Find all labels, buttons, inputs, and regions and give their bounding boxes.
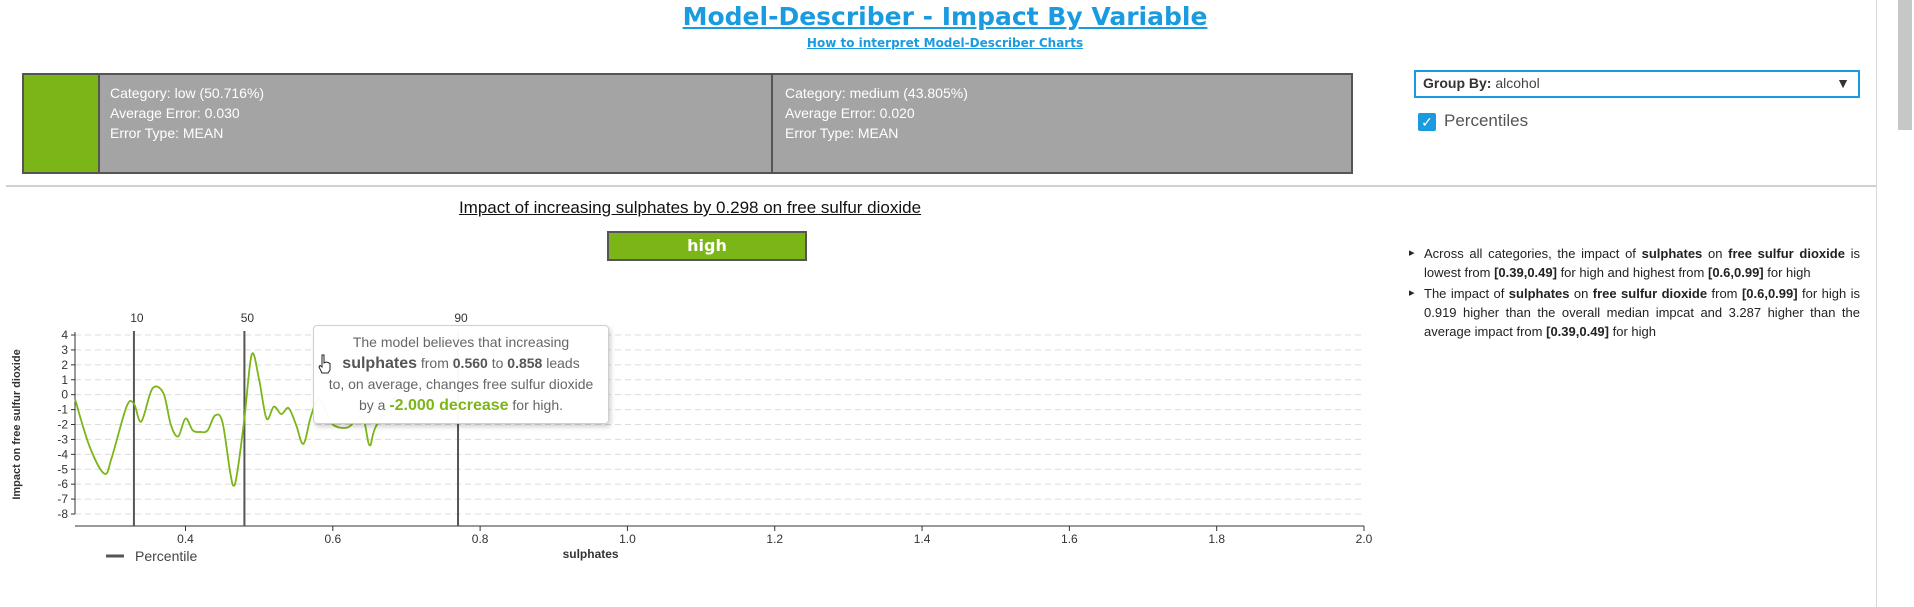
group-by-value: alcohol xyxy=(1495,75,1540,91)
insight-emphasis: free sulfur dioxide xyxy=(1728,246,1845,261)
insight-text: is lowest from xyxy=(1424,246,1861,280)
page-title[interactable]: Model-Describer - Impact By Variable xyxy=(682,2,1208,31)
insight-emphasis: free sulfur dioxide xyxy=(1592,286,1708,301)
category-medium-panel[interactable]: Category: medium (43.805%) Average Error… xyxy=(775,75,1353,172)
category-low-panel[interactable]: Category: low (50.716%) Average Error: 0… xyxy=(100,75,773,172)
insight-text: Across all categories, the impact of xyxy=(1424,246,1642,261)
y-tick-label: 3 xyxy=(61,343,68,357)
insight-text: for high xyxy=(1763,265,1811,280)
tooltip-for-category: for high. xyxy=(512,397,564,413)
x-tick-label: 1.6 xyxy=(1061,532,1078,546)
y-tick-label: 2 xyxy=(61,358,68,372)
y-tick-label: -8 xyxy=(57,507,68,521)
percentile-label: 10 xyxy=(130,311,144,325)
y-tick-label: -4 xyxy=(57,447,68,461)
series-line xyxy=(74,352,481,487)
interpret-charts-link[interactable]: How to interpret Model-Describer Charts xyxy=(806,36,1084,50)
y-tick-label: 1 xyxy=(61,373,68,387)
x-tick-label: 1.2 xyxy=(766,532,783,546)
insight-emphasis: [0.6,0.99] xyxy=(1741,286,1798,301)
selected-category-swatch[interactable] xyxy=(24,75,100,172)
x-tick-label: 0.8 xyxy=(472,532,489,546)
percentiles-toggle[interactable]: ✓ Percentiles xyxy=(1418,111,1528,131)
category-high-button[interactable]: high xyxy=(607,231,807,261)
insight-emphasis: sulphates xyxy=(1508,286,1570,301)
y-tick-label: 4 xyxy=(61,328,68,342)
percentile-label: 90 xyxy=(454,311,468,325)
insight-text: for high and highest from xyxy=(1556,265,1708,280)
insight-text: on xyxy=(1569,286,1593,301)
x-tick-label: 1.0 xyxy=(619,532,636,546)
tooltip-leads: leads xyxy=(546,355,580,371)
tooltip-by-a: by a xyxy=(358,397,386,413)
y-tick-label: -1 xyxy=(57,403,68,417)
x-axis-label: sulphates xyxy=(563,547,619,561)
insight-text: from xyxy=(1707,286,1742,301)
tooltip-to-value: 0.858 xyxy=(507,355,543,371)
category-medium-error-type: Error Type: MEAN xyxy=(785,125,899,141)
tooltip-from-word: from xyxy=(420,355,449,371)
y-tick-label: -7 xyxy=(57,492,68,506)
category-medium-label: Category: medium (43.805%) xyxy=(785,85,968,101)
chart-title: Impact of increasing sulphates by 0.298 … xyxy=(458,198,922,217)
insight-text: for high is 0.919 higher than the overal… xyxy=(1424,286,1860,339)
y-tick-label: -2 xyxy=(57,418,68,432)
y-tick-label: -3 xyxy=(57,432,68,446)
y-tick-label: -5 xyxy=(57,462,68,476)
x-tick-label: 1.8 xyxy=(1208,532,1225,546)
insight-emphasis: [0.39,0.49] xyxy=(1546,324,1609,339)
scrollbar-thumb[interactable] xyxy=(1898,0,1912,130)
x-tick-label: 0.6 xyxy=(324,532,341,546)
percentile-label: 50 xyxy=(241,311,255,325)
tooltip-change: -2.000 decrease xyxy=(389,397,509,414)
panel-border xyxy=(1876,0,1877,607)
chevron-down-icon: ▼ xyxy=(1836,75,1850,91)
category-medium-error: Average Error: 0.020 xyxy=(785,105,915,121)
y-axis-label: Impact on free sulfur dioxide xyxy=(11,349,23,499)
x-tick-label: 0.4 xyxy=(177,532,194,546)
percentiles-label: Percentiles xyxy=(1444,111,1529,130)
insight-text: on xyxy=(1702,246,1729,261)
chart-tooltip: The model believes that increasing sulph… xyxy=(313,325,609,424)
group-by-label: Group By: xyxy=(1423,75,1492,91)
tooltip-from-value: 0.560 xyxy=(452,355,488,371)
category-summary-bar: Category: low (50.716%) Average Error: 0… xyxy=(22,73,1353,174)
checkbox-checked-icon[interactable]: ✓ xyxy=(1418,112,1436,131)
x-tick-label: 2.0 xyxy=(1356,532,1373,546)
category-low-error: Average Error: 0.030 xyxy=(110,105,240,121)
tooltip-variable: sulphates xyxy=(342,355,417,372)
y-tick-label: -6 xyxy=(57,477,68,491)
x-tick-label: 1.4 xyxy=(914,532,931,546)
category-low-label: Category: low (50.716%) xyxy=(110,85,265,101)
hand-cursor-icon xyxy=(318,354,331,374)
group-by-select[interactable]: Group By: alcohol ▼ xyxy=(1414,70,1860,98)
tooltip-to-word: to xyxy=(491,355,504,371)
insight-emphasis: sulphates xyxy=(1641,246,1703,261)
tooltip-line4: by a -2.000 decrease for high. xyxy=(320,395,602,416)
insight-item: The impact of sulphates on free sulfur d… xyxy=(1409,284,1860,341)
insight-emphasis: [0.6,0.99] xyxy=(1707,265,1764,280)
tooltip-line2: sulphates from 0.560 to 0.858 leads xyxy=(320,353,602,374)
insight-emphasis: [0.39,0.49] xyxy=(1494,265,1557,280)
insight-item: Across all categories, the impact of sul… xyxy=(1409,244,1861,282)
tooltip-line1: The model believes that increasing xyxy=(352,334,570,350)
insight-text: The impact of xyxy=(1424,286,1509,301)
y-tick-label: 0 xyxy=(61,388,68,402)
insights-list: Across all categories, the impact of sul… xyxy=(1408,244,1860,343)
insight-text: for high xyxy=(1608,324,1656,339)
legend-label: Percentile xyxy=(135,548,197,564)
category-low-error-type: Error Type: MEAN xyxy=(110,125,224,141)
tooltip-line3: to, on average, changes free sulfur diox… xyxy=(328,376,594,392)
section-divider xyxy=(6,185,1876,187)
